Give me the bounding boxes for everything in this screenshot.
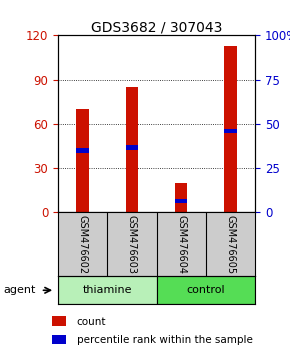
Bar xyxy=(77,148,89,153)
Text: count: count xyxy=(77,316,106,327)
Text: agent: agent xyxy=(3,285,35,295)
Text: control: control xyxy=(186,285,225,295)
Bar xyxy=(224,129,237,133)
Text: thiamine: thiamine xyxy=(83,285,132,295)
Bar xyxy=(175,183,187,212)
Text: percentile rank within the sample: percentile rank within the sample xyxy=(77,335,252,345)
Title: GDS3682 / 307043: GDS3682 / 307043 xyxy=(91,20,222,34)
Bar xyxy=(126,145,138,149)
Text: GSM476605: GSM476605 xyxy=(226,215,235,274)
Bar xyxy=(77,109,89,212)
Bar xyxy=(157,276,255,304)
Text: GSM476602: GSM476602 xyxy=(78,215,88,274)
Bar xyxy=(224,46,237,212)
Bar xyxy=(52,316,66,326)
Bar xyxy=(126,87,138,212)
Text: GSM476603: GSM476603 xyxy=(127,215,137,274)
Bar xyxy=(58,276,157,304)
Bar xyxy=(52,335,66,344)
Text: GSM476604: GSM476604 xyxy=(176,215,186,274)
Bar xyxy=(175,199,187,202)
